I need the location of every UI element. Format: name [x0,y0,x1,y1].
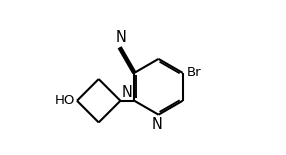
Text: N: N [121,85,132,100]
Text: N: N [152,117,162,133]
Text: Br: Br [186,66,201,79]
Text: N: N [116,30,127,45]
Text: HO: HO [54,94,75,107]
